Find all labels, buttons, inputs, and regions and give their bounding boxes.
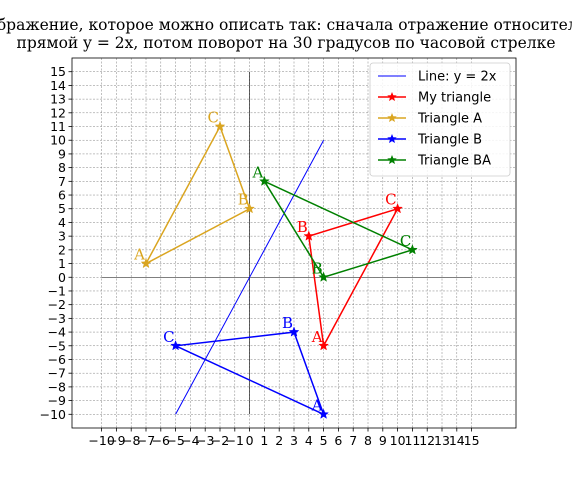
chart-title-line: Отображение, которое можно описать так: … <box>0 16 572 34</box>
y-tick-label: 14 <box>50 78 66 93</box>
x-tick-label: 9 <box>379 433 387 448</box>
data-point-marker <box>140 257 152 269</box>
x-tick-label: 6 <box>334 433 342 448</box>
vertex-label: C <box>400 232 411 250</box>
data-point-marker <box>392 203 404 214</box>
chart-title: Отображение, которое можно описать так: … <box>0 16 572 52</box>
x-tick-label: 0 <box>246 433 254 448</box>
y-tick-label: 10 <box>50 133 66 148</box>
data-point-marker <box>406 244 418 255</box>
data-point-marker <box>288 326 300 337</box>
y-tick-label: −8 <box>48 379 66 394</box>
y-tick-label: 13 <box>50 92 66 107</box>
vertex-label: B <box>312 259 323 277</box>
y-tick-label: −10 <box>40 407 66 422</box>
series-line <box>263 180 415 279</box>
x-tick-label: 12 <box>419 433 435 448</box>
x-tick-label: 4 <box>305 433 313 448</box>
y-tick-label: 7 <box>58 174 66 189</box>
x-tick-label: −2 <box>211 433 229 448</box>
chart-title-line: прямой y = 2x, потом поворот на 30 граду… <box>17 34 556 52</box>
x-tick-label: 1 <box>260 433 268 448</box>
vertex-label: A <box>133 246 145 264</box>
x-tick-label: 8 <box>364 433 372 448</box>
y-tick-label: 12 <box>50 105 66 120</box>
y-tick-label: −6 <box>48 352 66 367</box>
legend-marker <box>387 133 397 144</box>
y-tick-label: −4 <box>48 325 66 340</box>
x-tick-label: −1 <box>226 433 244 448</box>
series-line <box>175 139 325 415</box>
y-tick-label: 4 <box>58 215 66 230</box>
data-point-marker <box>170 340 182 351</box>
y-tick-label: −5 <box>48 338 66 353</box>
x-tick-label: 11 <box>404 433 420 448</box>
vertex-label: A <box>311 328 323 346</box>
legend: Line: y = 2x My triangle Triangle A Triangl… <box>369 62 511 177</box>
legend-marker <box>387 112 397 123</box>
vertex-label: C <box>163 328 174 346</box>
axis-lines <box>101 71 472 415</box>
legend-marker <box>387 91 397 102</box>
y-tick-label: 3 <box>58 229 66 244</box>
y-tick-label: −3 <box>48 311 66 326</box>
y-tick-label: 11 <box>50 119 66 134</box>
x-tick-label: −8 <box>122 433 140 448</box>
legend-entry-label: Triangle A <box>417 112 482 127</box>
y-tick-label: 1 <box>58 256 66 271</box>
legend-marker <box>387 154 397 165</box>
legend-entry-label: Line: y = 2x <box>418 70 497 85</box>
x-tick-label: −4 <box>181 433 199 448</box>
x-tick-label: −9 <box>107 433 125 448</box>
x-tick-label: 14 <box>449 433 465 448</box>
vertex-label: C <box>208 109 219 127</box>
legend-entry-label: My triangle <box>418 91 491 106</box>
y-tick-label: 5 <box>58 201 66 216</box>
y-tick-label: 2 <box>58 242 66 257</box>
y-tick-label: −2 <box>48 297 66 312</box>
vertex-label: B <box>282 314 293 332</box>
data-point-marker <box>318 340 330 351</box>
vertex-label: C <box>385 191 396 209</box>
y-axis-ticks: −10−9−8−7−6−5−4−3−2−10123456789101112131… <box>40 64 72 422</box>
x-tick-label: −3 <box>196 433 214 448</box>
x-tick-label: 7 <box>349 433 357 448</box>
series-line <box>145 124 251 265</box>
x-tick-label: 5 <box>320 433 328 448</box>
data-point-marker <box>214 120 226 132</box>
data-point-marker <box>318 408 330 419</box>
x-tick-label: 15 <box>464 433 480 448</box>
y-tick-label: 0 <box>58 270 66 285</box>
x-tick-label: 2 <box>275 433 283 448</box>
legend-box <box>369 62 511 177</box>
x-tick-label: 10 <box>390 433 406 448</box>
data-point-marker <box>244 203 256 214</box>
y-tick-label: 9 <box>58 146 66 161</box>
y-tick-label: 15 <box>50 64 66 79</box>
x-tick-label: −6 <box>152 433 170 448</box>
y-tick-label: −9 <box>48 393 66 408</box>
x-tick-label: −5 <box>166 433 184 448</box>
y-tick-label: 6 <box>58 188 66 203</box>
data-point-marker <box>303 230 315 241</box>
y-tick-label: −1 <box>48 283 66 298</box>
x-axis-ticks: −10−9−8−7−6−5−4−3−2−1 0 1 2 3 4 5 6 7 8 9 101112131… <box>88 428 480 448</box>
legend-entry-label: Triangle B <box>417 133 482 148</box>
y-tick-label: 8 <box>58 160 66 175</box>
legend-entry-label: Triangle BA <box>417 154 491 169</box>
x-tick-label: −7 <box>137 433 155 448</box>
data-point-marker <box>318 271 330 282</box>
series-line <box>172 331 325 415</box>
vertex-label: A <box>311 396 323 414</box>
vertex-label: B <box>238 191 249 209</box>
vertex-label: A <box>252 163 264 181</box>
x-tick-label: 3 <box>290 433 298 448</box>
data-point-marker <box>258 175 270 186</box>
y-tick-label: −7 <box>48 366 66 381</box>
x-tick-label: −10 <box>88 433 114 448</box>
x-tick-label: 13 <box>434 433 450 448</box>
vertex-label: B <box>297 218 308 236</box>
